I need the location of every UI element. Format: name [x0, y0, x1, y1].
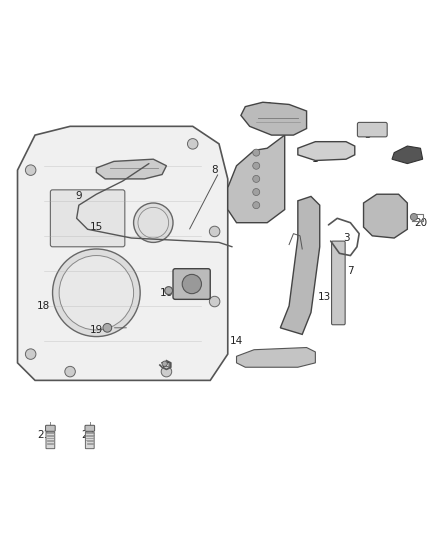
Text: 6: 6: [264, 102, 271, 111]
Circle shape: [410, 214, 417, 221]
Circle shape: [253, 149, 260, 156]
Text: 20: 20: [414, 217, 427, 228]
Circle shape: [134, 203, 173, 243]
Text: 22: 22: [81, 430, 94, 440]
FancyBboxPatch shape: [50, 190, 125, 247]
Circle shape: [138, 207, 169, 238]
Circle shape: [253, 162, 260, 169]
Text: 16: 16: [160, 288, 173, 298]
Circle shape: [253, 201, 260, 209]
Circle shape: [161, 366, 172, 377]
Circle shape: [53, 249, 140, 336]
Circle shape: [187, 139, 198, 149]
Text: 19: 19: [90, 325, 103, 335]
Circle shape: [253, 189, 260, 196]
Text: 13: 13: [318, 292, 331, 302]
Text: 11: 11: [160, 362, 173, 372]
Polygon shape: [96, 159, 166, 179]
FancyBboxPatch shape: [46, 432, 55, 449]
Circle shape: [209, 296, 220, 307]
Circle shape: [103, 324, 112, 332]
Circle shape: [162, 361, 167, 366]
Text: 1: 1: [312, 154, 319, 164]
Polygon shape: [18, 126, 228, 381]
Text: 21: 21: [37, 430, 50, 440]
Circle shape: [25, 349, 36, 359]
Polygon shape: [364, 194, 407, 238]
FancyBboxPatch shape: [85, 432, 94, 449]
FancyBboxPatch shape: [85, 425, 95, 431]
Polygon shape: [237, 348, 315, 367]
Text: 14: 14: [230, 336, 243, 346]
FancyBboxPatch shape: [46, 425, 55, 431]
Text: 7: 7: [347, 266, 354, 276]
Circle shape: [165, 287, 173, 295]
Polygon shape: [392, 146, 423, 164]
Text: 12: 12: [234, 213, 247, 223]
Text: 10: 10: [186, 279, 199, 289]
Text: 5: 5: [364, 130, 371, 140]
Text: 9: 9: [75, 191, 82, 201]
Text: 18: 18: [37, 301, 50, 311]
Text: 2: 2: [382, 211, 389, 221]
Circle shape: [65, 366, 75, 377]
Text: 4: 4: [408, 150, 415, 160]
Text: 17: 17: [112, 163, 125, 173]
Polygon shape: [228, 135, 285, 223]
FancyBboxPatch shape: [173, 269, 210, 300]
Polygon shape: [298, 142, 355, 160]
Text: 3: 3: [343, 233, 350, 243]
Circle shape: [182, 274, 201, 294]
Circle shape: [253, 175, 260, 182]
Text: 8: 8: [211, 165, 218, 175]
Circle shape: [209, 226, 220, 237]
FancyBboxPatch shape: [357, 123, 387, 137]
Polygon shape: [280, 197, 320, 334]
FancyBboxPatch shape: [332, 241, 345, 325]
Text: 15: 15: [90, 222, 103, 232]
Polygon shape: [241, 102, 307, 135]
Circle shape: [59, 255, 134, 330]
Circle shape: [25, 165, 36, 175]
